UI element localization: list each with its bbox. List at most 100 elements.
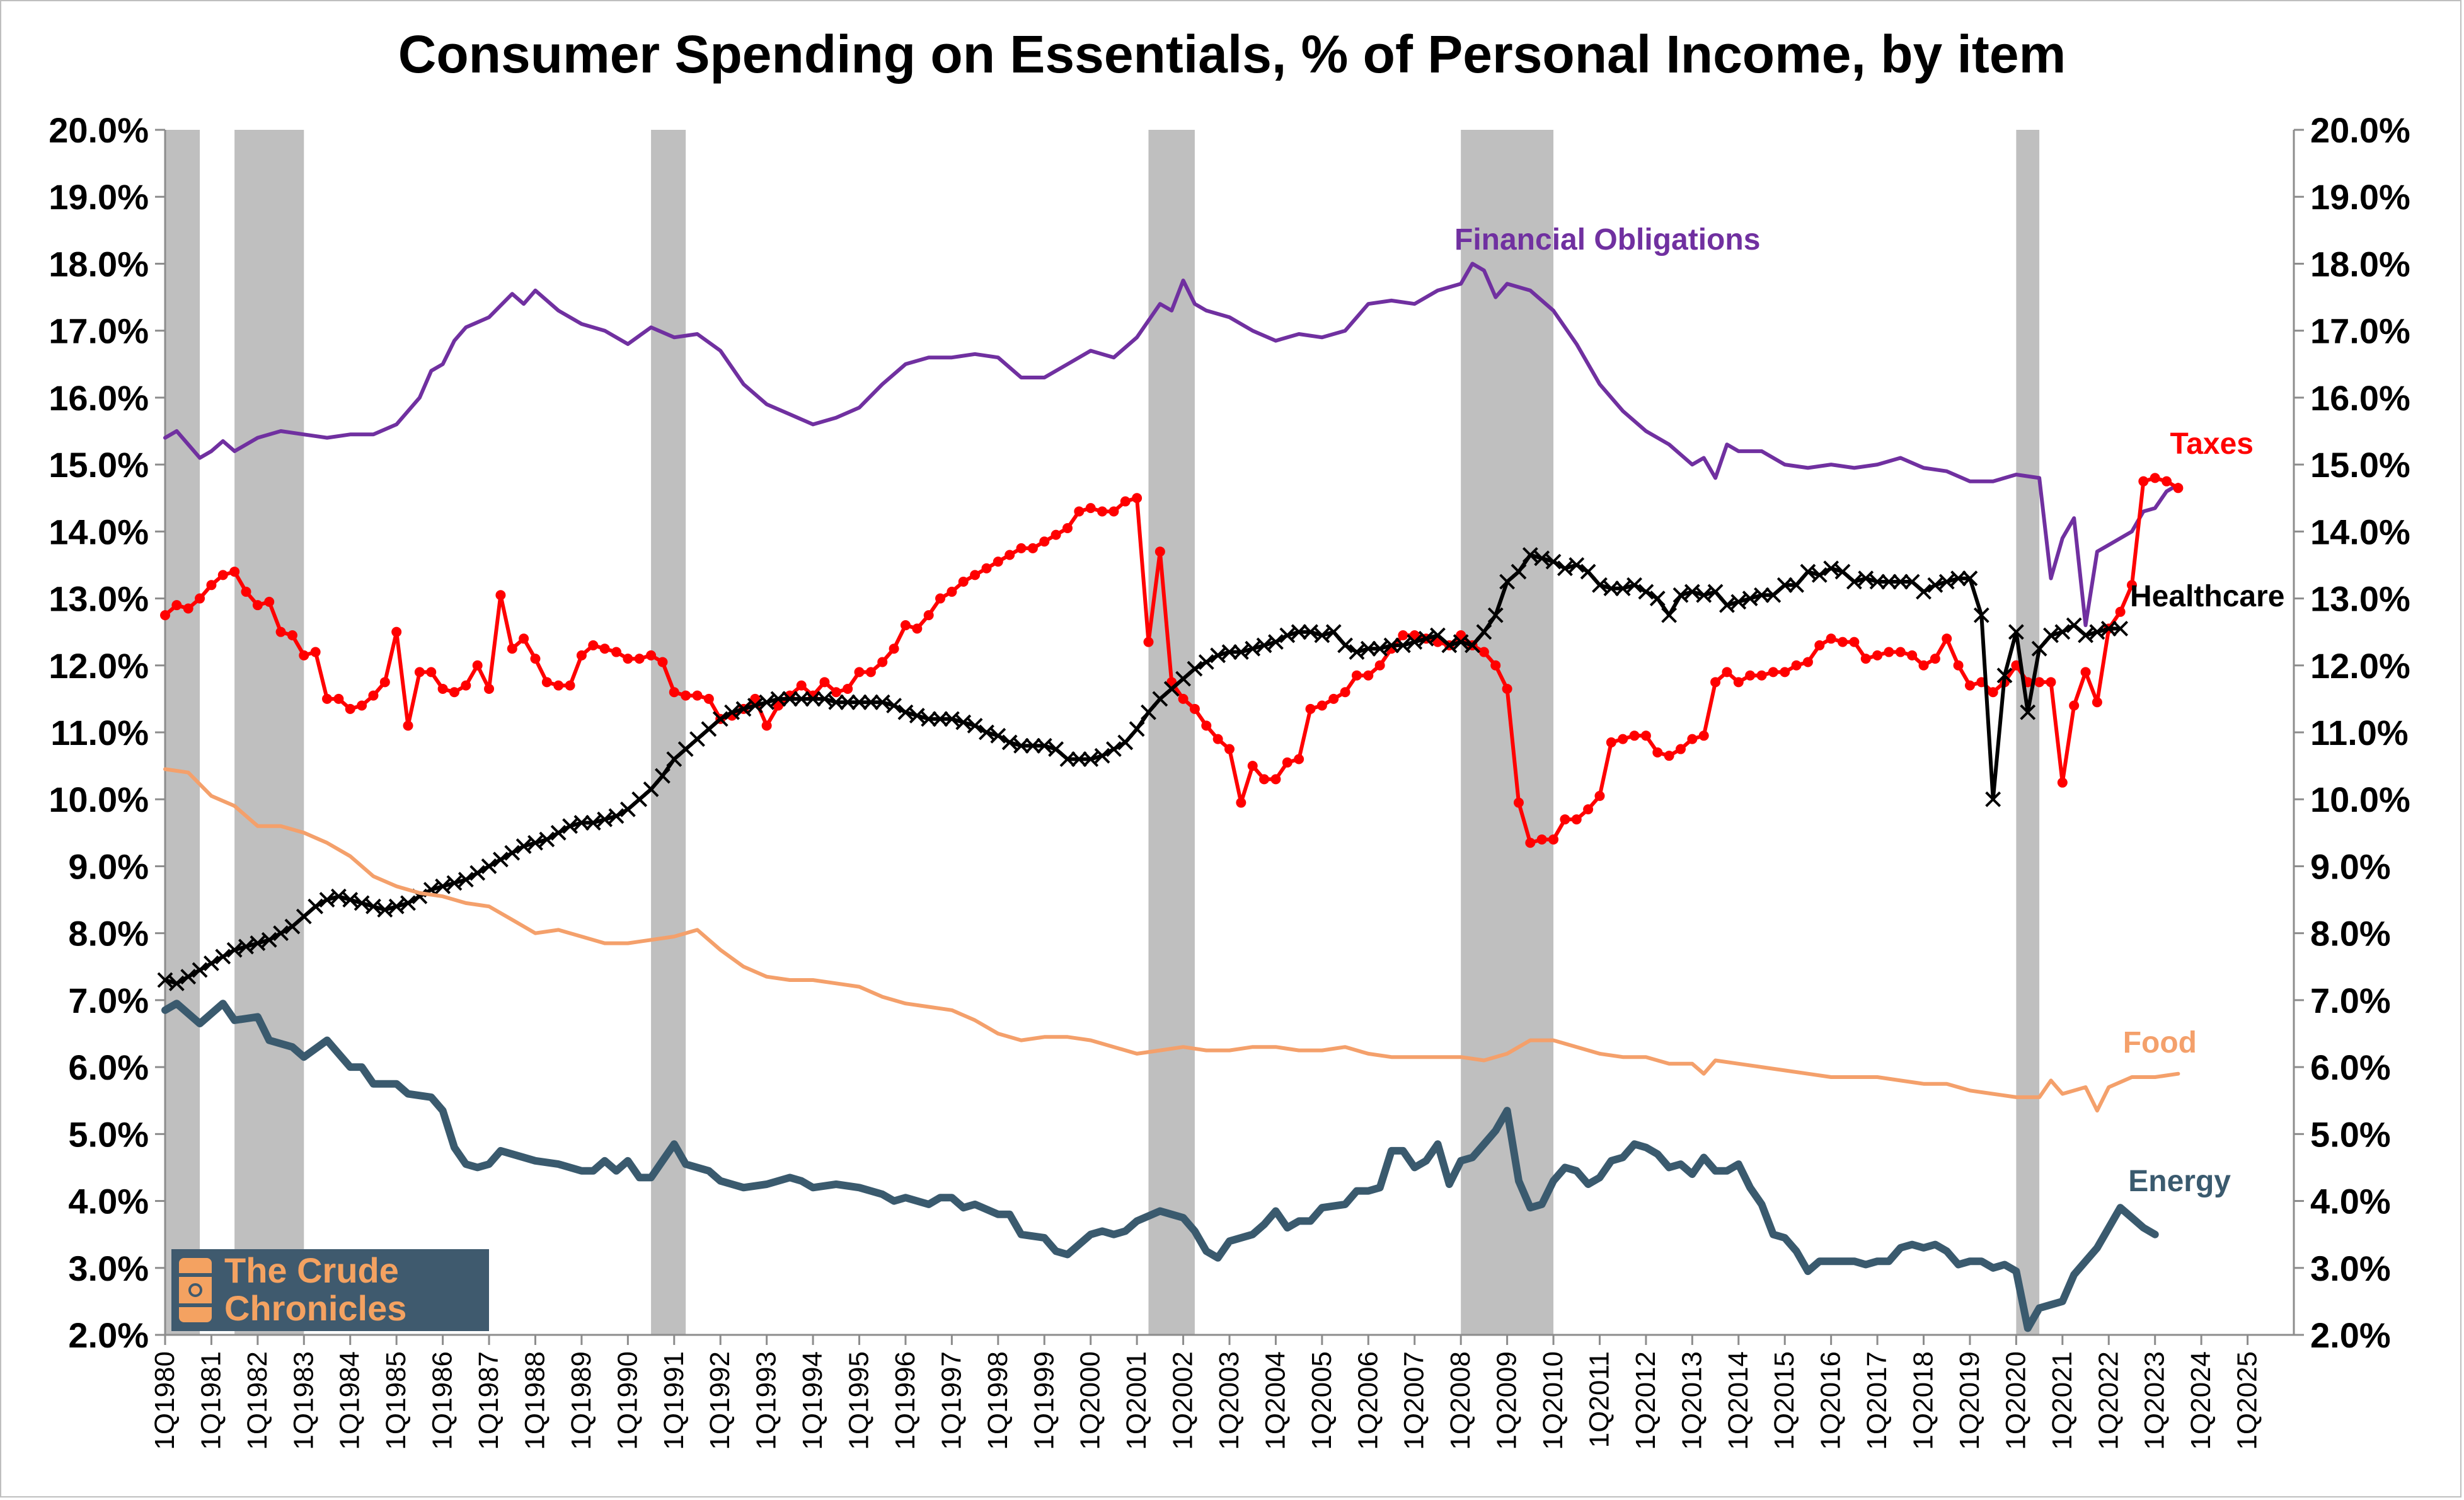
recession-band-5 <box>2016 130 2040 1335</box>
healthcare-point <box>180 969 197 985</box>
taxes-point <box>634 654 645 664</box>
healthcare-label: Healthcare <box>2130 580 2284 613</box>
taxes-point <box>1733 677 1744 688</box>
healthcare-point <box>1025 737 1041 754</box>
y-tick-label-left: 15.0% <box>49 445 149 485</box>
x-tick-label: 1Q1994 <box>797 1351 828 1450</box>
healthcare-point <box>1291 624 1307 640</box>
taxes-point <box>681 690 691 701</box>
taxes-point <box>1294 754 1304 764</box>
taxes-point <box>1606 737 1616 747</box>
x-tick-label: 1Q1993 <box>751 1351 782 1450</box>
y-tick-label-right: 14.0% <box>2310 512 2410 551</box>
taxes-point <box>1374 660 1385 671</box>
y-tick-label-left: 18.0% <box>49 244 149 284</box>
y-tick-label-left: 10.0% <box>49 780 149 819</box>
healthcare-point <box>793 691 810 707</box>
taxes-point <box>1039 536 1050 547</box>
x-tick-label: 1Q2018 <box>1908 1351 1939 1450</box>
healthcare-point <box>1407 634 1423 650</box>
taxes-point <box>252 600 263 611</box>
healthcare-point <box>435 878 451 894</box>
taxes-point <box>1780 667 1790 678</box>
healthcare-point <box>1858 570 1874 587</box>
x-tick-label: 1Q2016 <box>1816 1351 1846 1450</box>
taxes-point <box>1247 761 1258 771</box>
taxes-point <box>333 693 344 704</box>
healthcare-point <box>1569 557 1585 573</box>
healthcare-point <box>1661 607 1678 623</box>
taxes-point <box>2162 476 2172 487</box>
taxes-point <box>1895 647 1906 657</box>
healthcare-point <box>2078 627 2093 643</box>
taxes-point <box>426 667 437 678</box>
healthcare-point <box>261 932 277 948</box>
taxes-point <box>541 677 552 688</box>
taxes-point <box>576 650 587 661</box>
taxes-point <box>1120 496 1131 507</box>
x-tick-label: 1Q2019 <box>1954 1351 1985 1450</box>
healthcare-point <box>643 781 659 797</box>
taxes-point <box>2011 660 2022 671</box>
healthcare-point <box>1776 577 1793 593</box>
healthcare-point <box>1383 637 1400 654</box>
oil-barrel-icon <box>178 1258 213 1322</box>
taxes-point <box>183 603 193 614</box>
x-tick-label: 1Q1999 <box>1028 1351 1059 1450</box>
y-tick-label-left: 13.0% <box>49 579 149 619</box>
healthcare-point <box>1268 634 1284 650</box>
healthcare-point <box>990 727 1006 744</box>
taxes-point <box>1259 774 1270 785</box>
y-tick-label-right: 13.0% <box>2310 579 2410 619</box>
healthcare-point <box>1187 661 1203 677</box>
healthcare-point <box>1105 741 1122 757</box>
healthcare-point <box>979 724 994 741</box>
healthcare-point <box>2020 704 2036 720</box>
x-tick-label: 1Q1986 <box>427 1351 458 1450</box>
x-tick-label: 1Q2013 <box>1676 1351 1707 1450</box>
y-tick-label-left: 12.0% <box>49 646 149 686</box>
healthcare-point <box>1684 584 1700 600</box>
healthcare-point <box>1279 627 1296 643</box>
taxes-point <box>1316 700 1327 711</box>
x-tick-label: 1Q2001 <box>1121 1351 1152 1450</box>
taxes-point <box>2150 473 2160 483</box>
healthcare-point <box>238 938 254 955</box>
healthcare-point <box>781 691 798 707</box>
healthcare-point <box>1869 574 1885 590</box>
y-tick-label-right: 11.0% <box>2310 713 2409 753</box>
healthcare-point <box>1719 597 1735 613</box>
taxes-point <box>1907 650 1918 661</box>
x-tick-label: 1Q2005 <box>1306 1351 1337 1450</box>
x-tick-label: 1Q2024 <box>2185 1351 2216 1450</box>
taxes-point <box>1629 730 1640 741</box>
taxes-point <box>1270 774 1281 785</box>
healthcare-point <box>1129 721 1145 737</box>
x-tick-label: 1Q1991 <box>659 1351 689 1450</box>
taxes-point <box>1710 677 1721 688</box>
healthcare-point <box>1245 640 1261 657</box>
healthcare-point <box>1476 624 1492 640</box>
healthcare-point <box>1221 644 1238 660</box>
y-tick-label-right: 3.0% <box>2310 1249 2391 1288</box>
y-tick-label-right: 6.0% <box>2310 1047 2391 1087</box>
healthcare-point <box>1059 751 1076 767</box>
healthcare-point <box>527 834 543 851</box>
taxes-point <box>1548 834 1559 845</box>
healthcare-point <box>1672 587 1689 603</box>
x-tick-label: 1Q2002 <box>1168 1351 1199 1450</box>
taxes-point <box>1571 814 1582 825</box>
taxes-point <box>2069 700 2080 711</box>
healthcare-point <box>1036 737 1052 754</box>
taxes-point <box>1490 660 1501 671</box>
healthcare-point <box>1303 624 1318 640</box>
recession-band-4 <box>1461 130 1554 1335</box>
healthcare-point <box>1811 567 1828 583</box>
healthcare-point <box>655 768 671 784</box>
y-tick-label-left: 8.0% <box>68 914 149 954</box>
healthcare-point <box>250 935 266 952</box>
taxes-point <box>1814 640 1825 650</box>
taxes-point <box>345 703 355 714</box>
healthcare-point <box>388 898 405 914</box>
x-tick-label: 1Q1983 <box>288 1351 319 1450</box>
